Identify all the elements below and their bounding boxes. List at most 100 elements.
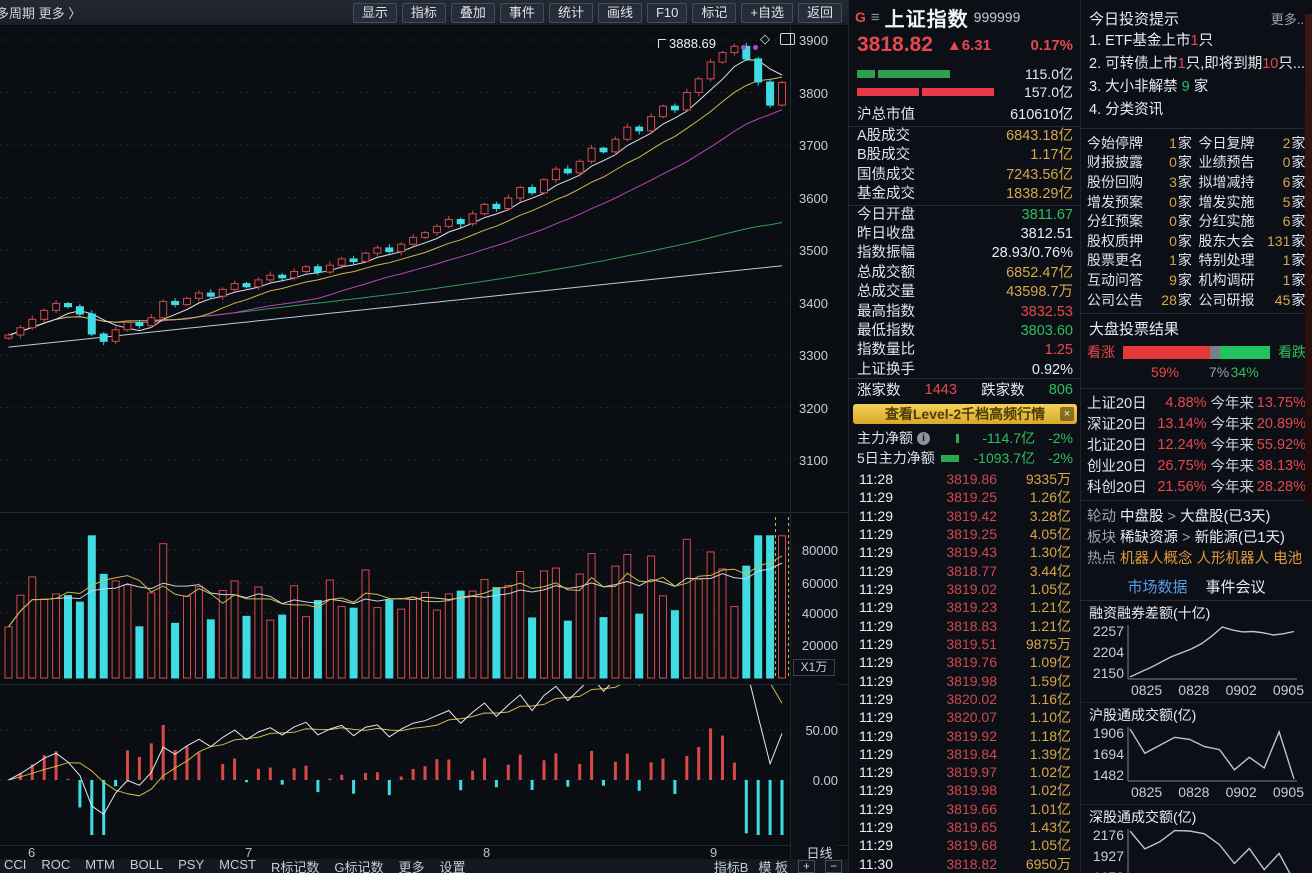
indicator-tab-设置[interactable]: 设置 bbox=[439, 859, 466, 873]
tip-item[interactable]: 1. ETF基金上市1只 bbox=[1089, 33, 1214, 49]
tick-row[interactable]: 11:29 3819.65 1.43亿 bbox=[859, 819, 1071, 836]
tick-row[interactable]: 11:29 3820.07 1.10亿 bbox=[859, 709, 1071, 726]
tick-row[interactable]: 11:29 3819.23 1.21亿 bbox=[859, 599, 1071, 616]
vote-title: 大盘投票结果 bbox=[1089, 321, 1180, 339]
tick-row[interactable]: 11:29 3819.25 4.05亿 bbox=[859, 526, 1071, 543]
panel-toggle-icon[interactable] bbox=[780, 33, 795, 45]
tick-row[interactable]: 11:29 3819.43 1.30亿 bbox=[859, 544, 1071, 561]
price-change-pct: 0.17% bbox=[1030, 36, 1073, 54]
toolbar-button-画线[interactable]: 画线 bbox=[597, 2, 642, 23]
tick-row[interactable]: 11:29 3819.97 1.02亿 bbox=[859, 764, 1071, 781]
index-performance-section: 上证20日 4.88% 今年来 13.75% 深证20日 13.14% 今年来 20.89% 北… bbox=[1081, 389, 1312, 502]
diamond-icon[interactable]: ◇ bbox=[760, 31, 770, 46]
toolbar-button-显示[interactable]: 显示 bbox=[352, 2, 397, 23]
period-menu[interactable]: 多周期 更多 〉 bbox=[0, 6, 82, 21]
event-count-row[interactable]: 公司公告 28 家公司研报 45 家 bbox=[1087, 291, 1306, 308]
chart-control-指标B[interactable]: 指标B bbox=[713, 859, 749, 873]
toolbar-button-统计[interactable]: 统计 bbox=[548, 2, 593, 23]
quote-pane: G ≡ 上证指数 999999 3818.82 ▲6.31 0.17% 115.… bbox=[848, 0, 1081, 873]
chart-control-模 板[interactable]: 模 板 bbox=[758, 859, 788, 873]
tick-row[interactable]: 11:29 3819.92 1.18亿 bbox=[859, 727, 1071, 744]
toolbar-button-事件[interactable]: 事件 bbox=[499, 2, 544, 23]
mini-chart: 融资融券差额(十亿) 2257 2204 2150 0825 0828 0902 0905 bbox=[1081, 601, 1312, 704]
event-count-row[interactable]: 股份回购 3 家拟增减持 6 家 bbox=[1087, 173, 1306, 190]
stat-row: 总成交量 43598.7万 bbox=[857, 284, 1073, 301]
rotation-row[interactable]: 热点 机器人概念 人形机器人 电池 bbox=[1087, 551, 1303, 568]
indicator-tab-R标记数[interactable]: R标记数 bbox=[271, 859, 320, 873]
indicator-tab-PSY[interactable]: PSY bbox=[178, 856, 205, 872]
tick-row[interactable]: 11:29 3819.66 1.01亿 bbox=[859, 800, 1071, 817]
period-label[interactable]: 日线 bbox=[806, 846, 833, 861]
rotation-row[interactable]: 轮动 中盘股 > 大盘股(已3天) bbox=[1087, 509, 1271, 526]
event-count-row[interactable]: 股票更名 1 家特别处理 1 家 bbox=[1087, 252, 1306, 269]
sell-bar-segment bbox=[857, 88, 919, 96]
toolbar-button-返回[interactable]: 返回 bbox=[797, 2, 842, 23]
event-count-row[interactable]: 分红预案 0 家分红实施 6 家 bbox=[1087, 213, 1306, 230]
mini-charts: 融资融券差额(十亿) 2257 2204 2150 0825 0828 0902 0905 沪股… bbox=[1081, 601, 1312, 873]
vote-bar[interactable] bbox=[1123, 345, 1270, 359]
tip-item[interactable]: 4. 分类资讯 bbox=[1089, 102, 1164, 118]
stat-row: 国债成交 7243.56亿 bbox=[857, 166, 1073, 183]
quote-header: G ≡ 上证指数 999999 bbox=[849, 4, 1081, 31]
buy-bar-value: 115.0亿 bbox=[1025, 66, 1073, 82]
menu-icon[interactable]: ≡ bbox=[870, 8, 880, 26]
event-count-row[interactable]: 财报披露 0 家业绩预告 0 家 bbox=[1087, 154, 1306, 171]
tick-row[interactable]: 11:29 3818.77 3.44亿 bbox=[859, 562, 1071, 579]
index-20d-row: 科创20日 21.56% 今年来 28.28% bbox=[1087, 478, 1306, 497]
chart-control-−[interactable]: − bbox=[825, 859, 842, 873]
tick-row[interactable]: 11:28 3819.86 9335万 bbox=[859, 471, 1071, 488]
indicator-tab-CCI[interactable]: CCI bbox=[4, 856, 27, 872]
candlestick-chart[interactable] bbox=[0, 26, 790, 512]
tips-more-link[interactable]: 更多.. bbox=[1270, 11, 1304, 27]
toolbar-button-F10[interactable]: F10 bbox=[646, 2, 688, 23]
tick-row[interactable]: 11:29 3819.42 3.28亿 bbox=[859, 507, 1071, 524]
event-count-row[interactable]: 互动问答 9 家机构调研 1 家 bbox=[1087, 271, 1306, 288]
tick-row[interactable]: 11:29 3819.98 1.02亿 bbox=[859, 782, 1071, 799]
tick-row[interactable]: 11:29 3819.98 1.59亿 bbox=[859, 672, 1071, 689]
toolbar-button-叠加[interactable]: 叠加 bbox=[450, 2, 495, 23]
event-count-row[interactable]: 今始停牌 1 家今日复牌 2 家 bbox=[1087, 134, 1306, 151]
tick-row[interactable]: 11:29 3819.51 9875万 bbox=[859, 635, 1071, 652]
tick-row[interactable]: 11:29 3819.84 1.39亿 bbox=[859, 745, 1071, 762]
tick-row[interactable]: 11:29 3819.68 1.05亿 bbox=[859, 837, 1071, 854]
tick-row[interactable]: 11:29 3820.02 1.16亿 bbox=[859, 690, 1071, 707]
indicator-tab-MCST[interactable]: MCST bbox=[219, 856, 256, 872]
tick-row[interactable]: 11:29 3819.25 1.26亿 bbox=[859, 489, 1071, 506]
price-tick-label: 3600 bbox=[799, 190, 828, 206]
volume-chart[interactable] bbox=[0, 512, 790, 684]
indicator-tab-ROC[interactable]: ROC bbox=[41, 856, 71, 872]
tab-市场数据[interactable]: 市场数据 bbox=[1127, 578, 1188, 596]
tick-row[interactable]: 11:29 3818.83 1.21亿 bbox=[859, 617, 1071, 634]
mini-chart-plot bbox=[1127, 727, 1297, 782]
tab-事件会议[interactable]: 事件会议 bbox=[1205, 578, 1266, 596]
chart-control-+[interactable]: + bbox=[798, 859, 815, 873]
indicator-tab-BOLL[interactable]: BOLL bbox=[129, 856, 164, 872]
indicator-tab-G标记数[interactable]: G标记数 bbox=[334, 859, 384, 873]
rotation-section: 轮动 中盘股 > 大盘股(已3天) 板块 稀缺资源 > 新能源(已1天) 热点 机器… bbox=[1081, 501, 1312, 572]
tip-item[interactable]: 2. 可转债上市1只,即将到期10只... bbox=[1089, 56, 1305, 72]
indicator-chart[interactable] bbox=[0, 684, 790, 845]
stat-row: 指数量比 1.25 bbox=[857, 342, 1073, 359]
indicator-tab-更多[interactable]: 更多 bbox=[398, 859, 425, 873]
level2-banner[interactable]: 查看Level-2千档高频行情 × bbox=[853, 404, 1077, 424]
vote-pct: 59% bbox=[1150, 364, 1179, 381]
tick-row[interactable]: 11:30 3818.82 6950万 bbox=[859, 855, 1071, 872]
buy-bar-segment bbox=[878, 70, 950, 78]
toolbar-button-标记[interactable]: 标记 bbox=[692, 2, 737, 23]
tip-item[interactable]: 3. 大小非解禁 9 家 bbox=[1089, 79, 1209, 95]
index-name: 上证指数 bbox=[884, 8, 969, 31]
event-count-row[interactable]: 股权质押 0 家股东大会 131 家 bbox=[1087, 232, 1306, 249]
tick-row[interactable]: 11:29 3819.76 1.09亿 bbox=[859, 654, 1071, 671]
close-icon[interactable]: × bbox=[1060, 407, 1074, 421]
tick-row[interactable]: 11:29 3819.02 1.05亿 bbox=[859, 581, 1071, 598]
event-count-row[interactable]: 增发预案 0 家增发实施 5 家 bbox=[1087, 193, 1306, 210]
info-icon[interactable]: i bbox=[917, 431, 930, 445]
last-price: 3818.82 bbox=[857, 33, 933, 56]
toolbar-button-+自选[interactable]: +自选 bbox=[741, 2, 793, 23]
indicator-tab-MTM[interactable]: MTM bbox=[85, 856, 115, 872]
chart-pane: 多周期 更多 〉 显示 指标 叠加 事件 统计 画线 F10 标记 +自选 返回 3900 3800… bbox=[0, 0, 848, 873]
toolbar-button-指标[interactable]: 指标 bbox=[401, 2, 446, 23]
rotation-row[interactable]: 板块 稀缺资源 > 新能源(已1天) bbox=[1087, 530, 1285, 547]
tips-title: 今日投资提示 bbox=[1089, 10, 1180, 28]
sell-volume-bar: 157.0亿 bbox=[849, 84, 1081, 100]
